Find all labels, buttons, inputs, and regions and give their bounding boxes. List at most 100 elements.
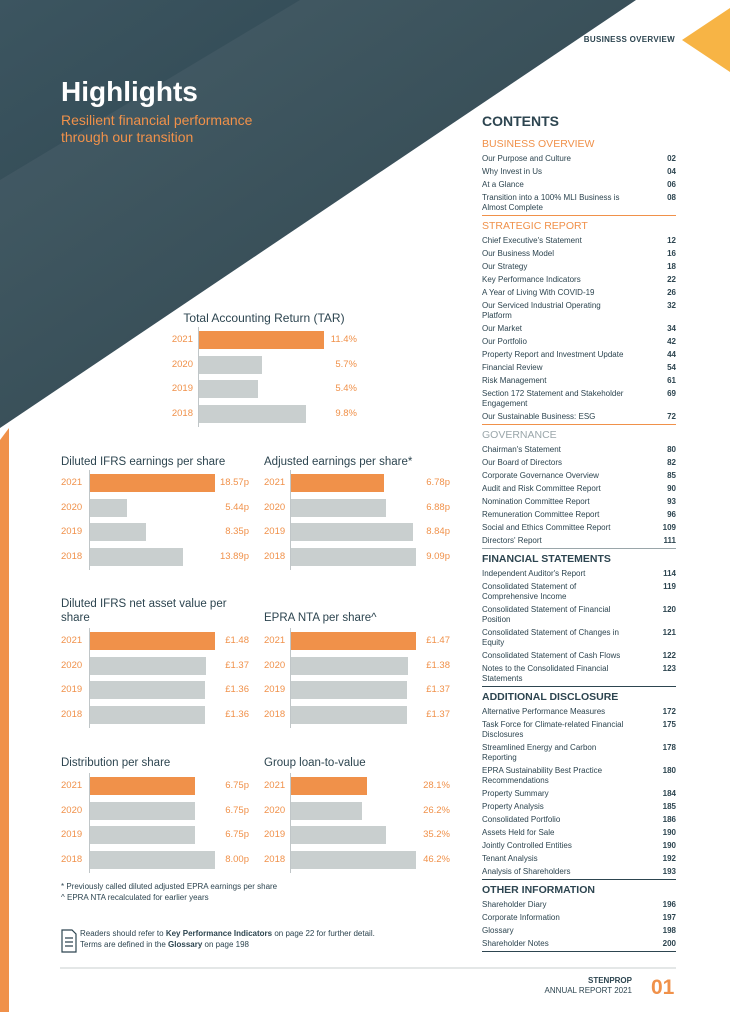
note-text: on page 198 <box>202 940 250 949</box>
contents-item: Consolidated Statement of Changes in Equ… <box>482 626 676 649</box>
chart-title: Diluted IFRS net asset value per share <box>61 598 227 624</box>
bar <box>291 547 416 566</box>
item-title: At a Glance <box>482 179 524 189</box>
contents-section: OTHER INFORMATION Shareholder Diary 196 Cor… <box>482 883 676 952</box>
item-title: Why Invest in Us <box>482 166 543 176</box>
section-heading: ADDITIONAL DISCLOSURE <box>482 691 619 703</box>
contents-item: Independent Auditor's Report 114 <box>482 567 676 580</box>
year-label: 2018 <box>171 407 193 419</box>
item-page: 12 <box>667 235 676 245</box>
item-title: Transition into a 100% MLI Business is A… <box>482 192 620 212</box>
contents-item: Financial Review 54 <box>482 361 676 374</box>
item-title: Chief Executive's Statement <box>482 235 582 245</box>
item-title: Risk Management <box>482 375 547 385</box>
item-title: Remuneration Committee Report <box>482 509 600 519</box>
item-title: Task Force for Climate-related Financial… <box>482 719 624 739</box>
note-text: Terms are defined in the <box>80 940 169 949</box>
value-label: 8.35p <box>225 526 249 537</box>
year-label: 2021 <box>61 477 83 488</box>
chart-title: Total Accounting Return (TAR) <box>183 311 345 325</box>
chart-title: Diluted IFRS earnings per share <box>61 456 226 468</box>
year-label: 2018 <box>61 853 83 865</box>
value-label: £1.37 <box>426 684 450 695</box>
contents-item: Our Serviced Industrial Operating Platfo… <box>482 299 676 322</box>
item-page: 123 <box>662 663 676 673</box>
item-page: 193 <box>662 866 676 876</box>
year-label: 2019 <box>264 526 286 537</box>
section-label: BUSINESS OVERVIEW <box>583 35 675 44</box>
item-page: 69 <box>667 388 676 398</box>
contents-item: Our Sustainable Business: ESG 72 <box>482 410 676 423</box>
contents-item: Audit and Risk Committee Report 90 <box>482 482 676 495</box>
value-label: £1.47 <box>426 635 450 646</box>
contents-item: EPRA Sustainability Best Practice Recomm… <box>482 764 676 787</box>
item-title: Chairman's Statement <box>482 444 561 454</box>
item-title: Tenant Analysis <box>482 853 538 863</box>
contents-item: Streamlined Energy and Carbon Reporting 1… <box>482 741 676 764</box>
item-page: 82 <box>667 457 676 467</box>
item-page: 114 <box>663 568 676 578</box>
item-page: 198 <box>662 925 676 935</box>
contents-item: Transition into a 100% MLI Business is A… <box>482 191 676 214</box>
bar <box>291 523 413 541</box>
item-page: 119 <box>663 581 676 591</box>
value-label: 13.89p <box>219 550 249 562</box>
item-page: 22 <box>667 274 676 284</box>
value-label: 6.75p <box>225 829 249 840</box>
item-page: 186 <box>662 814 676 824</box>
item-page: 185 <box>662 801 676 811</box>
item-title: Our Purpose and Culture <box>482 153 571 163</box>
item-title: Financial Review <box>482 362 543 372</box>
chart-title: Group loan-to-value <box>264 757 366 769</box>
contents-item: Our Strategy 18 <box>482 260 676 273</box>
reader-note: Terms are defined in the Glossary on pag… <box>80 940 249 949</box>
contents-item: Consolidated Statement of Cash Flows 122 <box>482 649 676 662</box>
item-title: Our Strategy <box>482 261 528 271</box>
footnote: * Previously called diluted adjusted EPR… <box>61 882 278 891</box>
value-label: 9.8% <box>335 407 357 419</box>
axis-line <box>290 470 291 570</box>
contents-item: Remuneration Committee Report 96 <box>482 508 676 521</box>
item-title: Jointly Controlled Entities <box>482 840 572 850</box>
item-page: 32 <box>667 300 676 310</box>
item-page: 08 <box>667 192 676 202</box>
contents-item: Our Board of Directors 82 <box>482 456 676 469</box>
item-title: Our Sustainable Business: ESG <box>482 411 596 421</box>
item-title: Corporate Governance Overview <box>482 470 599 480</box>
item-page: 190 <box>662 827 676 837</box>
item-title: Glossary <box>482 925 514 935</box>
bar <box>291 632 416 650</box>
bar <box>291 801 362 820</box>
value-label: 6.88p <box>426 501 450 513</box>
contents-item: Jointly Controlled Entities 190 <box>482 839 676 852</box>
year-label: 2018 <box>61 708 83 720</box>
bar <box>90 850 215 869</box>
bar <box>90 777 196 795</box>
bar <box>90 826 196 844</box>
item-page: 121 <box>662 627 676 637</box>
page-title: Highlights <box>61 76 198 107</box>
value-label: £1.37 <box>426 708 450 720</box>
bar <box>90 547 184 566</box>
section-heading: STRATEGIC REPORT <box>482 220 588 232</box>
item-title: Audit and Risk Committee Report <box>482 483 601 493</box>
item-page: 18 <box>667 261 676 271</box>
contents-item: Directors' Report 111 <box>482 534 676 547</box>
contents-item: Section 172 Statement and Stakeholder En… <box>482 387 676 410</box>
bar <box>291 656 409 675</box>
side-strip <box>0 428 9 1012</box>
item-title: Alternative Performance Measures <box>482 706 606 716</box>
item-page: 80 <box>667 444 676 454</box>
bar <box>291 705 408 724</box>
year-label: 2018 <box>61 550 83 562</box>
contents-item: Chairman's Statement 80 <box>482 443 676 456</box>
contents-item: Property Report and Investment Update 44 <box>482 348 676 361</box>
year-label: 2018 <box>264 853 286 865</box>
contents-item: Shareholder Notes 200 <box>482 937 676 950</box>
year-label: 2019 <box>264 684 286 695</box>
value-label: 28.1% <box>423 780 450 791</box>
contents-item: Alternative Performance Measures 172 <box>482 705 676 718</box>
contents-section: FINANCIAL STATEMENTS Independent Auditor'… <box>482 552 676 687</box>
item-page: 26 <box>667 287 676 297</box>
contents-item: Property Summary 184 <box>482 787 676 800</box>
